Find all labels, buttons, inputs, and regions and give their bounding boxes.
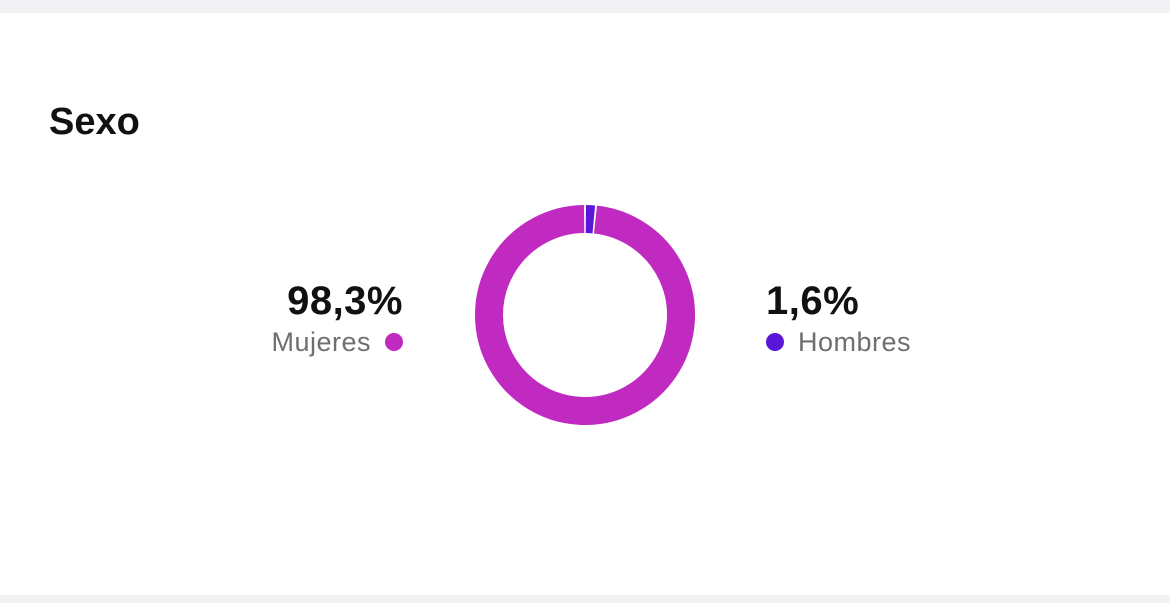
hombres-legend-dot: [766, 333, 784, 351]
gender-card: [0, 13, 1170, 595]
stat-hombres: 1,6% Hombres: [766, 277, 911, 359]
donut-slice-mujeres: [475, 205, 695, 425]
mujeres-legend: Mujeres: [271, 325, 403, 359]
hombres-label: Hombres: [798, 327, 912, 357]
hombres-legend: Hombres: [766, 325, 911, 359]
stat-mujeres: 98,3% Mujeres: [271, 277, 403, 359]
mujeres-legend-dot: [385, 333, 403, 351]
gender-donut-chart: [475, 205, 695, 425]
section-title: Sexo: [49, 101, 140, 143]
mujeres-label: Mujeres: [271, 327, 371, 357]
hombres-percentage: 1,6%: [766, 279, 860, 323]
mujeres-percentage: 98,3%: [287, 279, 403, 323]
